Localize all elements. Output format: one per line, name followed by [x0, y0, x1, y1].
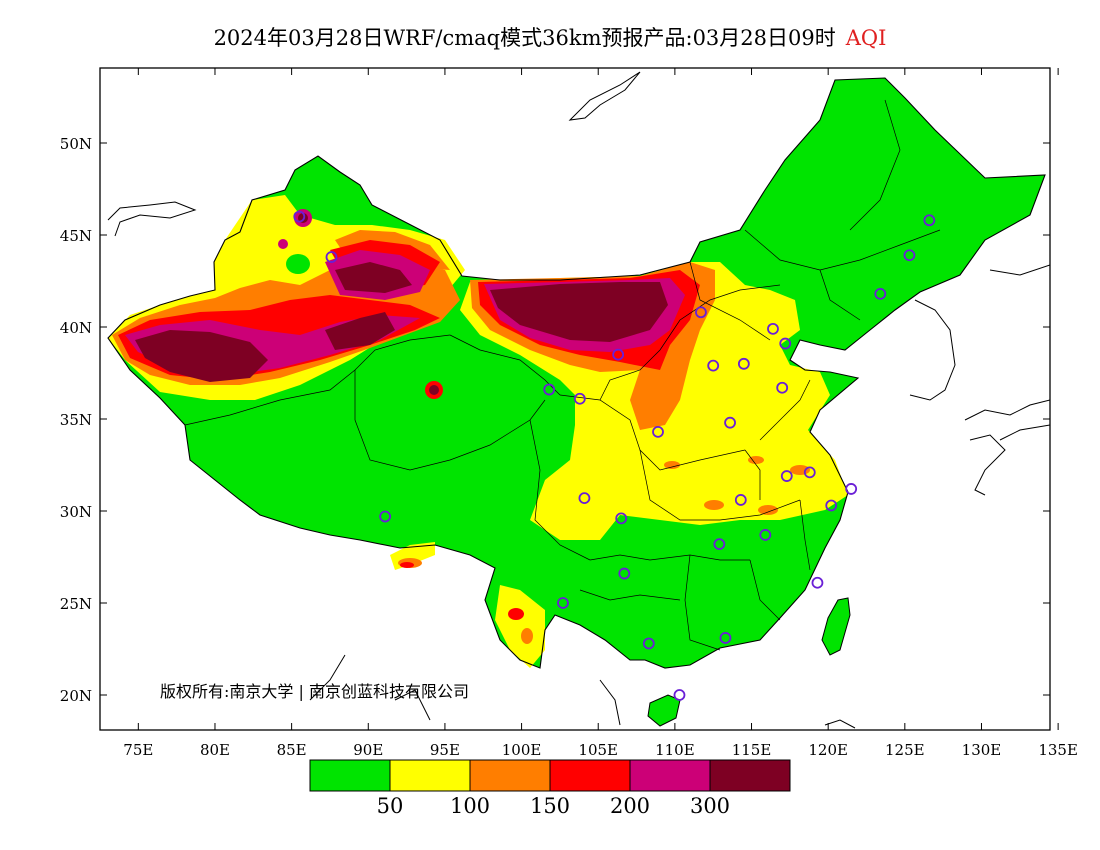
- station-marker: [673, 689, 686, 701]
- lon-label: 135E: [1038, 741, 1078, 759]
- station-marker: [618, 567, 631, 580]
- legend-swatch: [309, 759, 391, 792]
- lat-label: 35N: [60, 411, 92, 429]
- station-marker: [724, 416, 736, 429]
- station-marker: [737, 357, 750, 370]
- legend-label: 300: [690, 794, 730, 818]
- legend-swatch: [709, 759, 791, 792]
- station-marker: [557, 597, 569, 609]
- station-marker: [923, 214, 936, 227]
- station-marker: [543, 383, 556, 396]
- lon-label: 110E: [655, 741, 695, 759]
- legend-swatch: [469, 759, 551, 792]
- province-boundaries: [184, 99, 941, 651]
- station-marker: [776, 381, 789, 394]
- aqi-hotspots: [278, 209, 810, 644]
- lon-label: 130E: [962, 741, 1002, 759]
- station-marker: [874, 287, 887, 300]
- station-marker: [379, 510, 392, 523]
- lon-label: 120E: [808, 741, 848, 759]
- lat-label: 25N: [60, 595, 92, 613]
- lon-axis: 75E 80E 85E 90E 95E 100E 105E 110E 115E 120E 125E 1…: [123, 68, 1078, 759]
- station-marker: [325, 251, 338, 263]
- lon-label: 80E: [200, 741, 230, 759]
- station-marker: [780, 470, 793, 482]
- lon-label: 100E: [502, 741, 542, 759]
- legend-swatch: [549, 759, 631, 792]
- station-marker: [825, 499, 838, 512]
- map-content: [107, 71, 1050, 729]
- legend-label: 200: [610, 794, 650, 818]
- legend-label: 100: [450, 794, 490, 818]
- lon-label: 85E: [277, 741, 307, 759]
- aqi-zone-maroon: [135, 262, 668, 382]
- copyright-text: 版权所有:南京大学 | 南京创蓝科技有限公司: [160, 682, 469, 701]
- neighbor-coastlines: [107, 71, 1050, 729]
- station-marker: [719, 632, 732, 644]
- station-marker: [734, 494, 747, 506]
- lat-axis: 50N 45N 40N 35N 30N 25N 20N: [60, 135, 1050, 705]
- lon-label: 95E: [430, 741, 460, 759]
- legend-label: 50: [377, 794, 404, 818]
- national-border: [107, 77, 1046, 669]
- title-main: 2024年03月28日WRF/cmaq模式36km预报产品:03月28日09时: [213, 26, 836, 50]
- station-marker: [642, 637, 655, 650]
- lon-label: 105E: [578, 741, 618, 759]
- lon-label: 125E: [885, 741, 925, 759]
- station-marker: [573, 392, 586, 405]
- station-marker: [903, 249, 916, 262]
- map-title: 2024年03月28日WRF/cmaq模式36km预报产品:03月28日09时 A…: [0, 22, 1100, 52]
- station-marker: [695, 306, 707, 319]
- station-marker: [578, 492, 591, 505]
- station-marker: [707, 359, 720, 372]
- title-variable: AQI: [845, 26, 887, 50]
- legend-swatch: [389, 759, 471, 792]
- legend-swatch: [629, 759, 711, 792]
- station-markers: [293, 210, 936, 701]
- lat-label: 45N: [60, 227, 92, 245]
- station-marker: [615, 512, 628, 525]
- station-marker: [652, 425, 664, 438]
- lat-label: 50N: [60, 135, 92, 153]
- hainan-island: [647, 694, 681, 727]
- station-marker: [713, 538, 726, 551]
- station-marker: [767, 322, 779, 335]
- lon-label: 115E: [732, 741, 772, 759]
- station-marker: [759, 529, 772, 541]
- map-frame: [99, 67, 1051, 731]
- aqi-legend: 50 100 150 200 300: [309, 759, 791, 818]
- station-marker: [845, 483, 858, 495]
- lat-label: 20N: [60, 687, 92, 705]
- lat-label: 40N: [60, 319, 92, 337]
- lon-label: 75E: [123, 741, 153, 759]
- taiwan-island: [821, 597, 851, 656]
- legend-label: 150: [530, 794, 570, 818]
- station-marker: [293, 210, 306, 223]
- lat-label: 30N: [60, 503, 92, 521]
- station-marker: [803, 466, 816, 479]
- station-marker: [612, 348, 625, 361]
- station-marker: [811, 576, 824, 589]
- lon-label: 90E: [353, 741, 383, 759]
- station-marker: [779, 337, 792, 350]
